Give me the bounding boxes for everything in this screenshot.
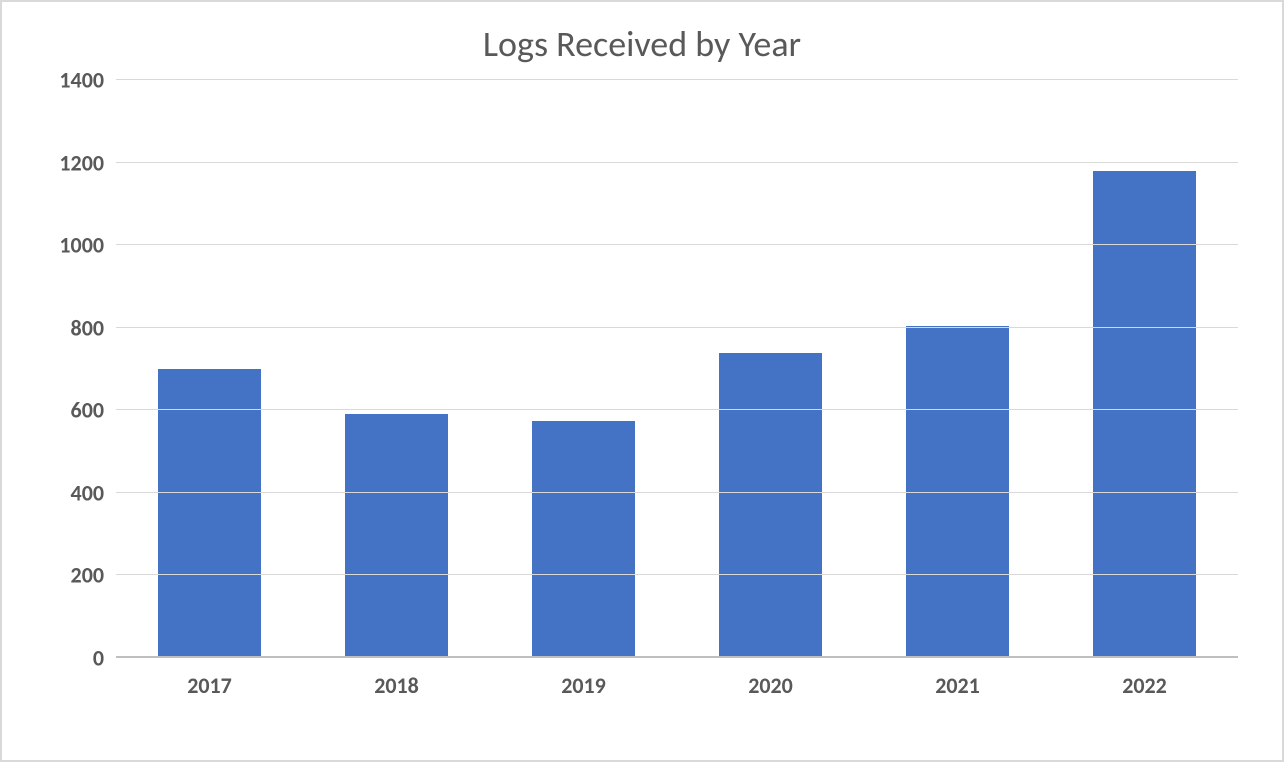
y-tick-label: 1200 xyxy=(59,149,104,176)
bar-slot xyxy=(864,80,1051,658)
x-tick-label: 2020 xyxy=(677,662,864,718)
chart-body: 0200400600800100012001400 20172018201920… xyxy=(26,80,1258,718)
gridline xyxy=(116,409,1238,410)
y-tick-label: 1400 xyxy=(59,67,104,94)
y-tick-label: 600 xyxy=(71,397,104,424)
x-tick-label: 2022 xyxy=(1051,662,1238,718)
bar-2020 xyxy=(719,353,822,659)
bar-2017 xyxy=(158,369,261,658)
y-tick-label: 200 xyxy=(71,562,104,589)
gridline xyxy=(116,79,1238,80)
chart-container: Logs Received by Year 020040060080010001… xyxy=(0,0,1284,762)
bar-slot xyxy=(116,80,303,658)
gridline xyxy=(116,656,1238,658)
bar-slot xyxy=(303,80,490,658)
y-tick-label: 400 xyxy=(71,479,104,506)
x-tick-label: 2018 xyxy=(303,662,490,718)
y-tick-label: 800 xyxy=(71,314,104,341)
gridline xyxy=(116,492,1238,493)
gridline xyxy=(116,244,1238,245)
x-tick-label: 2021 xyxy=(864,662,1051,718)
bar-2018 xyxy=(345,414,448,658)
plot-area: 0200400600800100012001400 xyxy=(116,80,1238,658)
gridline xyxy=(116,574,1238,575)
bars-row xyxy=(116,80,1238,658)
chart-title: Logs Received by Year xyxy=(26,22,1258,66)
x-tick-label: 2017 xyxy=(116,662,303,718)
y-tick-label: 0 xyxy=(93,645,104,672)
y-tick-label: 1000 xyxy=(59,232,104,259)
x-tick-label: 2019 xyxy=(490,662,677,718)
x-axis-labels: 201720182019202020212022 xyxy=(116,662,1238,718)
gridline xyxy=(116,327,1238,328)
bar-slot xyxy=(1051,80,1238,658)
bar-slot xyxy=(677,80,864,658)
gridline xyxy=(116,162,1238,163)
bar-2019 xyxy=(532,421,635,658)
bar-slot xyxy=(490,80,677,658)
